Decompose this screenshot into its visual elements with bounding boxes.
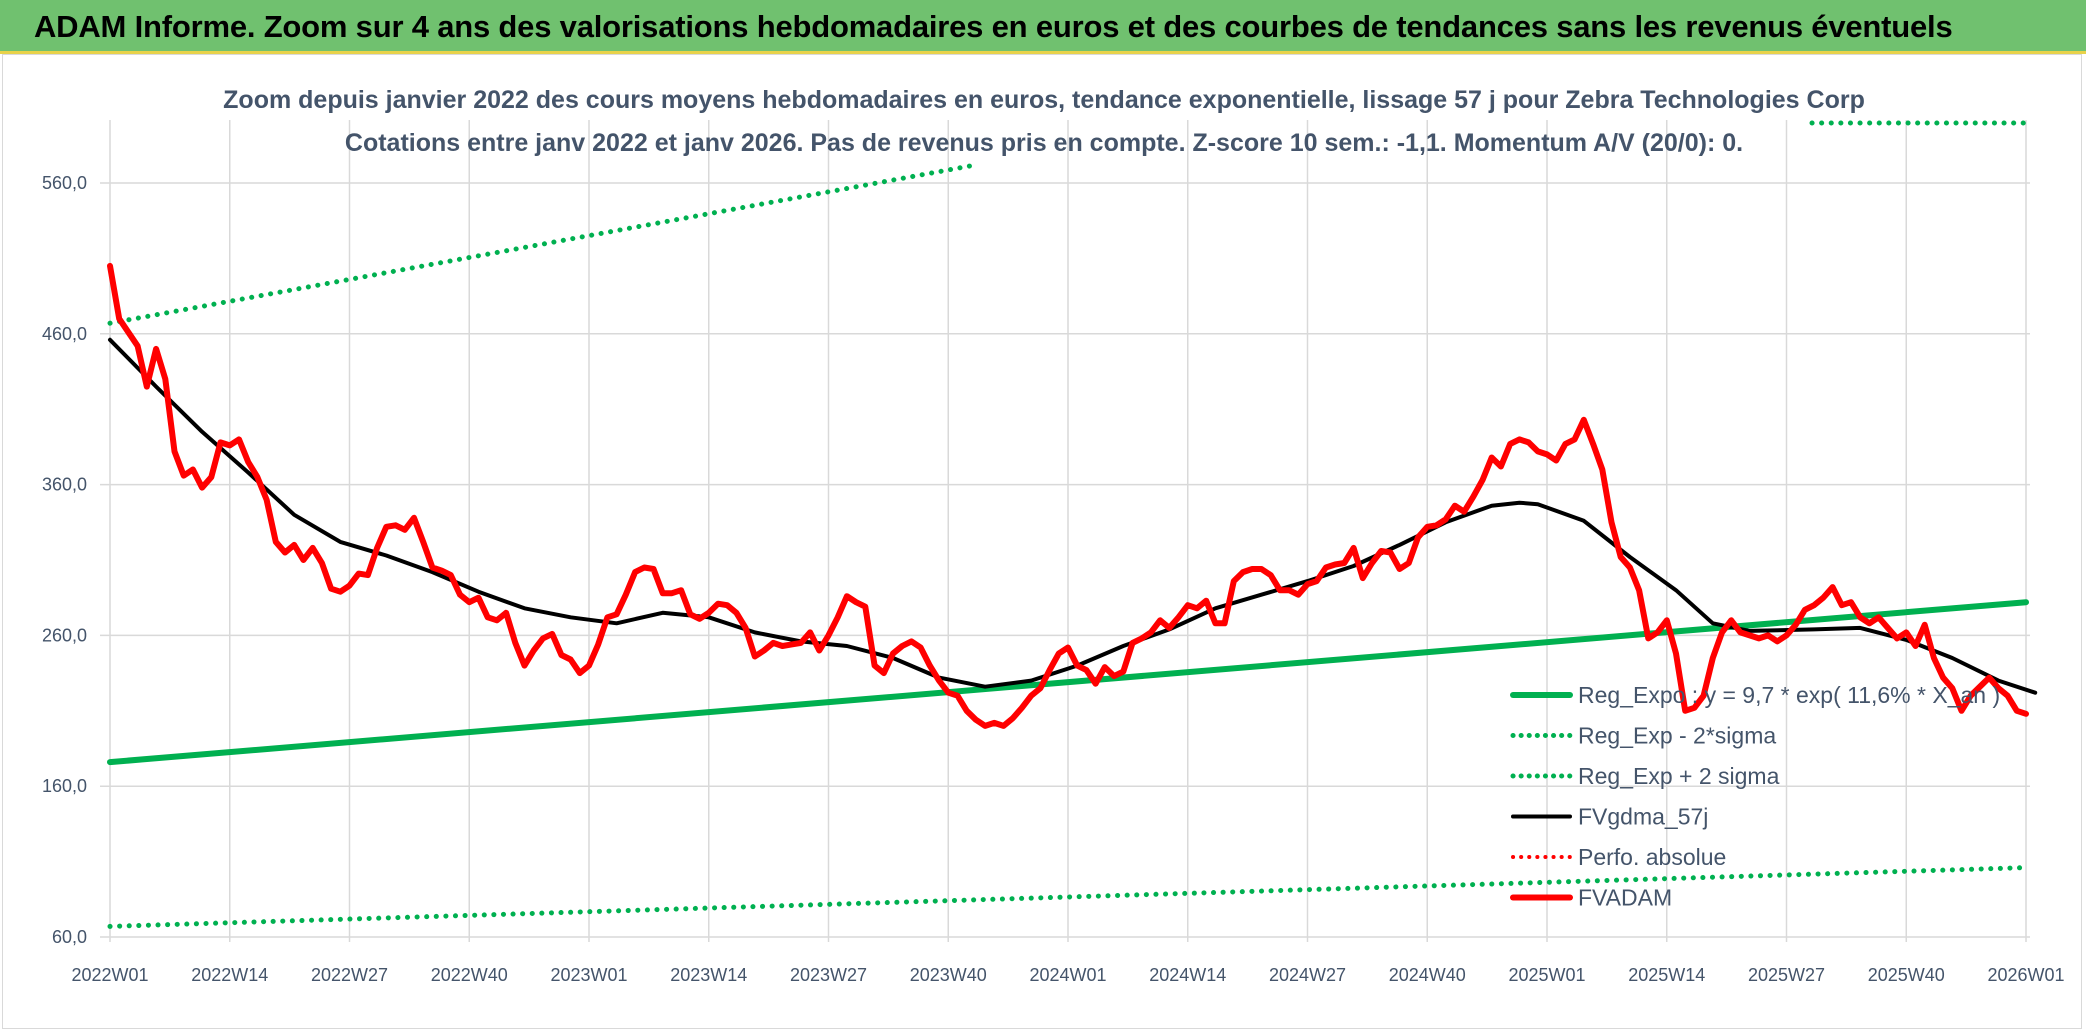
x-tick-label: 2026W01 <box>1987 965 2064 985</box>
x-tick-label: 2025W14 <box>1628 965 1705 985</box>
report-banner-title: ADAM Informe. Zoom sur 4 ans des valoris… <box>34 9 1953 44</box>
legend: Reg_Expo : y = 9,7 * exp( 11,6% * X_an )… <box>1510 682 2000 911</box>
x-tick-label: 2024W40 <box>1389 965 1466 985</box>
legend-label: Perfo. absolue <box>1578 844 1726 870</box>
x-tick-label: 2023W01 <box>550 965 627 985</box>
x-tick-label: 2024W14 <box>1149 965 1226 985</box>
y-tick-label: 560,0 <box>42 173 87 193</box>
x-tick-label: 2025W40 <box>1868 965 1945 985</box>
x-axis-tick-labels: 2022W01 2022W14 2022W27 2022W40 2023W01 2023W… <box>71 965 2064 985</box>
horizontal-gridlines <box>100 182 2030 938</box>
x-tick-label: 2022W01 <box>71 965 148 985</box>
y-tick-label: 460,0 <box>42 324 87 344</box>
y-tick-label: 260,0 <box>42 625 87 645</box>
series-reg-expo <box>107 599 2029 766</box>
x-tick-label: 2023W14 <box>670 965 747 985</box>
y-axis-tick-labels: 560,0 460,0 360,0 260,0 160,0 60,0 <box>42 173 87 947</box>
series-reg-exp-2-sigma <box>107 865 2029 929</box>
x-tick-label: 2024W01 <box>1029 965 1106 985</box>
legend-label: Reg_Expo : y = 9,7 * exp( 11,6% * X_an ) <box>1578 682 2000 708</box>
x-tick-label: 2023W27 <box>790 965 867 985</box>
legend-label: FVADAM <box>1578 885 1672 911</box>
chart-frame <box>2 54 2082 1029</box>
x-tick-label: 2024W27 <box>1269 965 1346 985</box>
chart-title-line1: Zoom depuis janvier 2022 des cours moyen… <box>223 86 1865 114</box>
y-tick-label: 60,0 <box>52 927 87 947</box>
legend-label: Reg_Exp + 2 sigma <box>1578 763 1780 789</box>
x-tick-label: 2025W27 <box>1748 965 1825 985</box>
legend-label: Reg_Exp - 2*sigma <box>1578 723 1776 749</box>
x-tick-label: 2022W14 <box>191 965 268 985</box>
series-fvadam <box>107 262 2029 729</box>
chart-title-line2: Cotations entre janv 2022 et janv 2026. … <box>345 129 1743 157</box>
x-tick-label: 2023W40 <box>910 965 987 985</box>
y-tick-label: 160,0 <box>42 776 87 796</box>
y-tick-label: 360,0 <box>42 475 87 495</box>
report-banner: ADAM Informe. Zoom sur 4 ans des valoris… <box>0 0 2086 54</box>
series-fvgdma-57j <box>108 337 2038 695</box>
series-layer <box>107 162 2038 929</box>
x-tick-label: 2022W40 <box>431 965 508 985</box>
legend-label: FVgdma_57j <box>1578 804 1708 830</box>
vertical-gridlines <box>109 120 2027 942</box>
x-tick-label: 2022W27 <box>311 965 388 985</box>
x-tick-label: 2025W01 <box>1508 965 1585 985</box>
series-reg-exp-2-sigma <box>107 162 979 326</box>
